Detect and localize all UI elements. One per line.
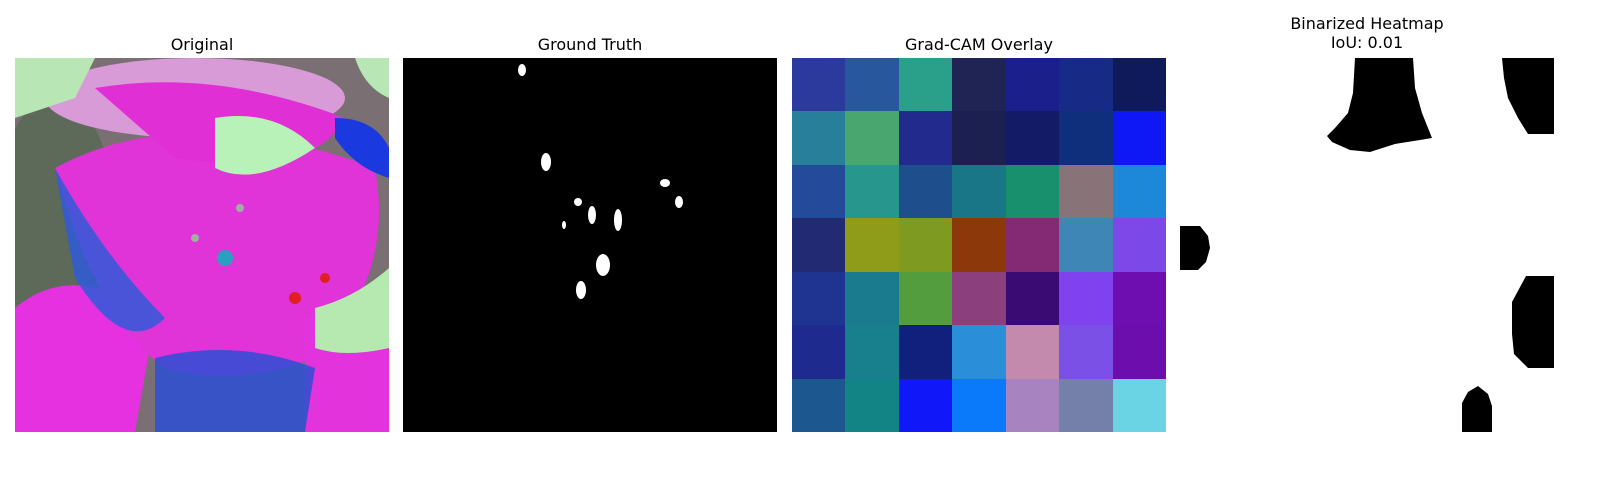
gradcam-cell [898, 218, 953, 272]
gradcam-cell [845, 271, 899, 326]
binarized-heatmap [1180, 58, 1554, 432]
gradcam-cell [1059, 271, 1113, 326]
original-image [15, 58, 389, 432]
gradcam-cell [1005, 325, 1060, 379]
gradcam-cell [1005, 271, 1060, 326]
gradcam-cell [792, 325, 846, 379]
gradcam-cell [1005, 378, 1060, 432]
gradcam-cell [952, 378, 1006, 432]
gradcam-cell [1005, 111, 1060, 165]
panel-title-original: Original [170, 35, 234, 54]
gradcam-cell [845, 325, 899, 379]
gradcam-cell [845, 164, 899, 219]
gradcam-cell [898, 325, 953, 379]
panel-title-ground-truth: Ground Truth [537, 35, 643, 54]
gradcam-cell [952, 218, 1006, 272]
gradcam-cell [952, 111, 1006, 165]
gradcam-cell [792, 271, 846, 326]
gradcam-cell [1059, 325, 1113, 379]
gradcam-cell [952, 325, 1006, 379]
gradcam-cell [845, 218, 899, 272]
gradcam-cell [952, 58, 1006, 112]
panel-title-gradcam: Grad-CAM Overlay [905, 35, 1053, 54]
gradcam-cell [845, 378, 899, 432]
gradcam-cell [1005, 58, 1060, 112]
binarized-title-line1: Binarized Heatmap [1290, 14, 1444, 33]
gradcam-cell [1059, 111, 1113, 165]
gradcam-cell [898, 58, 953, 112]
gradcam-cell [952, 271, 1006, 326]
gradcam-cell [1112, 378, 1166, 432]
gradcam-cell [1059, 58, 1113, 112]
gradcam-cell [845, 111, 899, 165]
gradcam-cell [1112, 271, 1166, 326]
original-image-art [15, 58, 389, 432]
gradcam-cell [792, 164, 846, 219]
ground-truth-mask [403, 58, 777, 432]
gradcam-cell [1059, 378, 1113, 432]
ground-truth-mask-art [403, 58, 777, 432]
gradcam-cell [792, 218, 846, 272]
gradcam-cell [898, 111, 953, 165]
binarized-heatmap-art [1180, 58, 1554, 432]
gradcam-cell [898, 378, 953, 432]
gradcam-cell [1112, 111, 1166, 165]
gradcam-cell [1112, 164, 1166, 219]
gradcam-cell [1059, 218, 1113, 272]
gradcam-overlay [792, 58, 1166, 432]
gradcam-cell [1005, 164, 1060, 219]
gradcam-cell [1112, 218, 1166, 272]
gradcam-cell [898, 164, 953, 219]
gradcam-cell [845, 58, 899, 112]
gradcam-cell [1005, 218, 1060, 272]
gradcam-cell [792, 111, 846, 165]
gradcam-cell [952, 164, 1006, 219]
gradcam-cell [898, 271, 953, 326]
gradcam-grid [792, 58, 1166, 432]
gradcam-cell [1112, 58, 1166, 112]
panel-title-binarized: Binarized Heatmap IoU: 0.01 [1180, 14, 1554, 52]
gradcam-cell [1059, 164, 1113, 219]
gradcam-cell [792, 378, 846, 432]
gradcam-cell [792, 58, 846, 112]
iou-label: IoU: 0.01 [1330, 33, 1404, 52]
gradcam-cell [1112, 325, 1166, 379]
